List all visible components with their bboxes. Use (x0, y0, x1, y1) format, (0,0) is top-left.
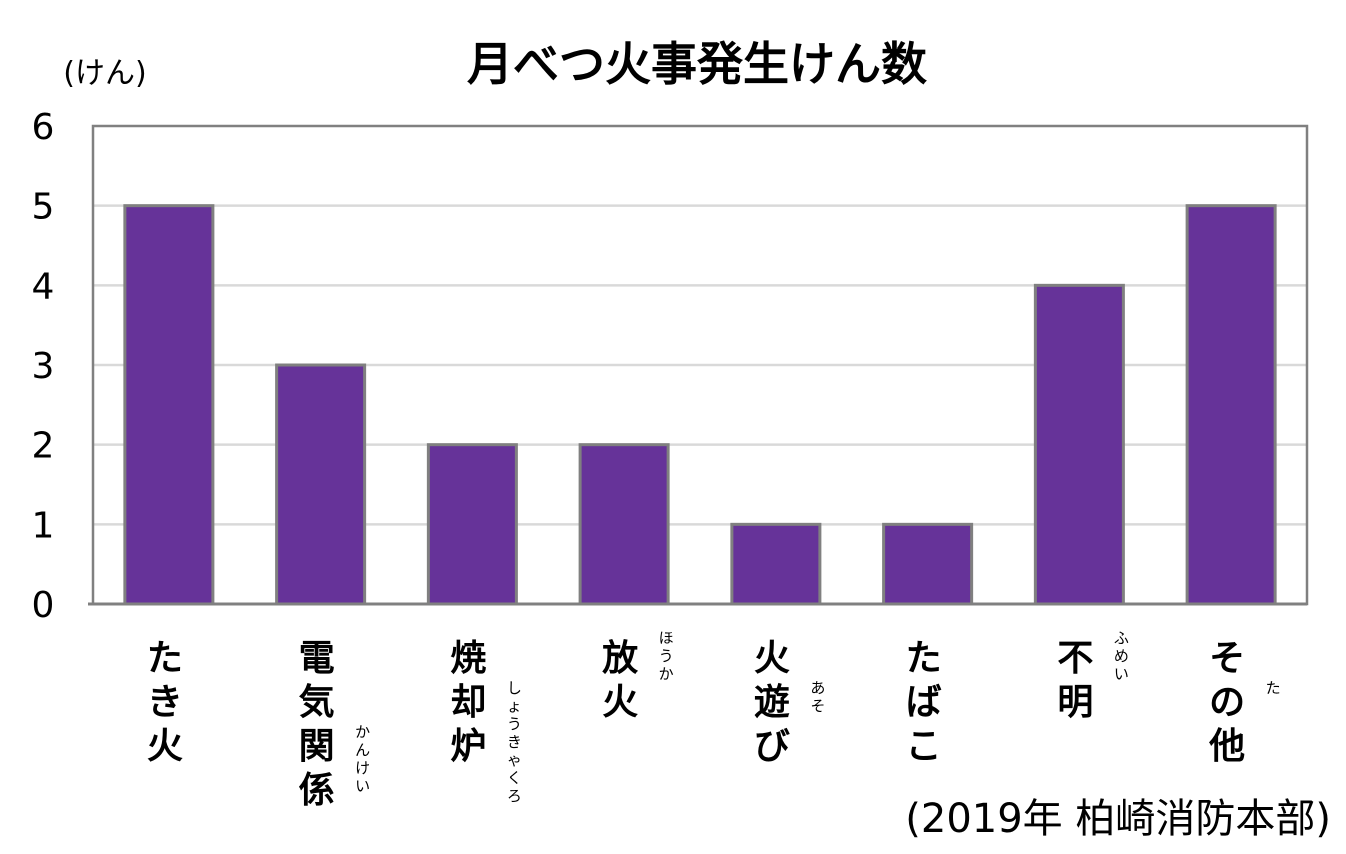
category-label-text: その他 (1208, 638, 1245, 767)
category-label-text: たき火 (147, 638, 183, 767)
category-label-text: 放火 (602, 638, 638, 723)
bar (1185, 204, 1277, 606)
category-label-text: 不明 (1057, 638, 1093, 723)
category-label-text: たばこ (906, 638, 942, 767)
y-tick-label: 5 (32, 187, 55, 228)
category-reading: た (1266, 679, 1281, 697)
category-label: 放火 ほうか (602, 629, 674, 723)
y-tick-label: 0 (32, 585, 55, 626)
y-tick-label: 4 (32, 266, 55, 307)
category-label: その他 た (1208, 638, 1281, 767)
bars (123, 204, 1277, 606)
bar (426, 443, 518, 606)
category-reading: しょうきゃくろ (507, 679, 522, 805)
plot-area-border (91, 124, 1309, 606)
y-tick-label: 3 (32, 346, 55, 387)
category-label: たばこ (906, 638, 942, 767)
y-tick-label: 6 (32, 107, 55, 148)
category-label-text: 電気関係 (299, 638, 335, 811)
category-reading: ほうか (659, 629, 674, 683)
category-label: 電気関係 かんけい (299, 638, 371, 811)
bar (730, 522, 822, 606)
y-tick-label: 2 (32, 426, 55, 467)
category-label: たき火 (147, 638, 183, 767)
y-axis-ticks: 0 1 2 3 4 5 6 (32, 107, 55, 626)
category-reading: あそ (810, 679, 825, 715)
category-label-text: 火遊び (754, 638, 790, 767)
y-tick-label: 1 (32, 505, 55, 546)
category-label-text: 焼却炉 (450, 638, 486, 767)
bar (1033, 283, 1125, 606)
chart-title: 月べつ火事発生けん数 (467, 37, 927, 91)
category-label: 焼却炉 しょうきゃくろ (450, 638, 522, 805)
y-axis-unit-label: (けん) (63, 56, 146, 91)
category-reading: かんけい (355, 723, 370, 795)
category-label: 不明 ふめい (1057, 629, 1129, 723)
source-note: (2019年 柏崎消防本部) (905, 796, 1331, 842)
bar (275, 363, 367, 606)
bar (882, 522, 974, 606)
bar (578, 443, 670, 606)
bar (123, 204, 215, 606)
category-reading: ふめい (1114, 629, 1129, 683)
